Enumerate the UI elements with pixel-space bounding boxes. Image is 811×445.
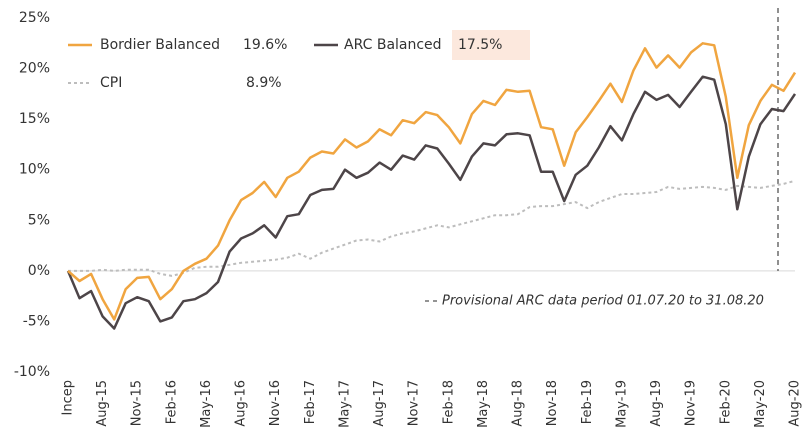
series-line xyxy=(67,42,797,321)
annotation: Provisional ARC data period 01.07.20 to … xyxy=(442,294,764,309)
y-tick-label: 25% xyxy=(19,10,50,26)
x-tick-label: May-18 xyxy=(476,380,491,428)
y-tick-label: 0% xyxy=(28,263,50,279)
x-tick-label: Nov-18 xyxy=(545,380,560,426)
y-tick-label: 10% xyxy=(19,162,50,178)
y-tick-label: 20% xyxy=(19,61,50,77)
series-line xyxy=(68,179,796,277)
x-tick-label: May-19 xyxy=(614,380,629,428)
x-tick-label: Aug-19 xyxy=(649,380,664,427)
series-line xyxy=(66,75,797,330)
x-tick-label: Aug-18 xyxy=(511,380,526,427)
legend-value: 8.9% xyxy=(246,75,282,91)
x-tick-label: May-16 xyxy=(199,380,214,428)
x-tick-label: Feb-16 xyxy=(164,380,179,424)
x-tick-label: Incep xyxy=(61,380,76,415)
x-tick-label: Nov-15 xyxy=(130,380,145,426)
x-tick-label: Aug-17 xyxy=(372,380,387,427)
x-tick-label: Feb-18 xyxy=(441,380,456,424)
x-tick-label: Nov-17 xyxy=(407,380,422,426)
x-tick-label: Feb-20 xyxy=(718,380,733,424)
x-tick-label: Nov-19 xyxy=(684,380,699,426)
x-tick-label: Nov-16 xyxy=(268,380,283,426)
x-tick-label: May-20 xyxy=(753,380,768,428)
x-tick-label: Aug-16 xyxy=(234,380,249,427)
x-tick-label: Aug-20 xyxy=(788,380,803,427)
legend-value: 17.5% xyxy=(458,37,502,53)
legend-label: ARC Balanced xyxy=(344,37,442,53)
legend-value: 19.6% xyxy=(243,37,287,53)
y-tick-label: 15% xyxy=(19,111,50,127)
legend-highlight xyxy=(452,30,530,60)
y-tick-label: 5% xyxy=(28,212,50,228)
legend-label: Bordier Balanced xyxy=(100,37,220,53)
x-tick-label: Feb-17 xyxy=(303,380,318,424)
x-tick-label: Feb-19 xyxy=(580,380,595,424)
y-tick-label: -5% xyxy=(23,313,50,329)
x-tick-label: Aug-15 xyxy=(95,380,110,427)
y-tick-label: -10% xyxy=(14,364,50,380)
legend-label: CPI xyxy=(100,75,122,91)
x-tick-label: May-17 xyxy=(337,380,352,428)
